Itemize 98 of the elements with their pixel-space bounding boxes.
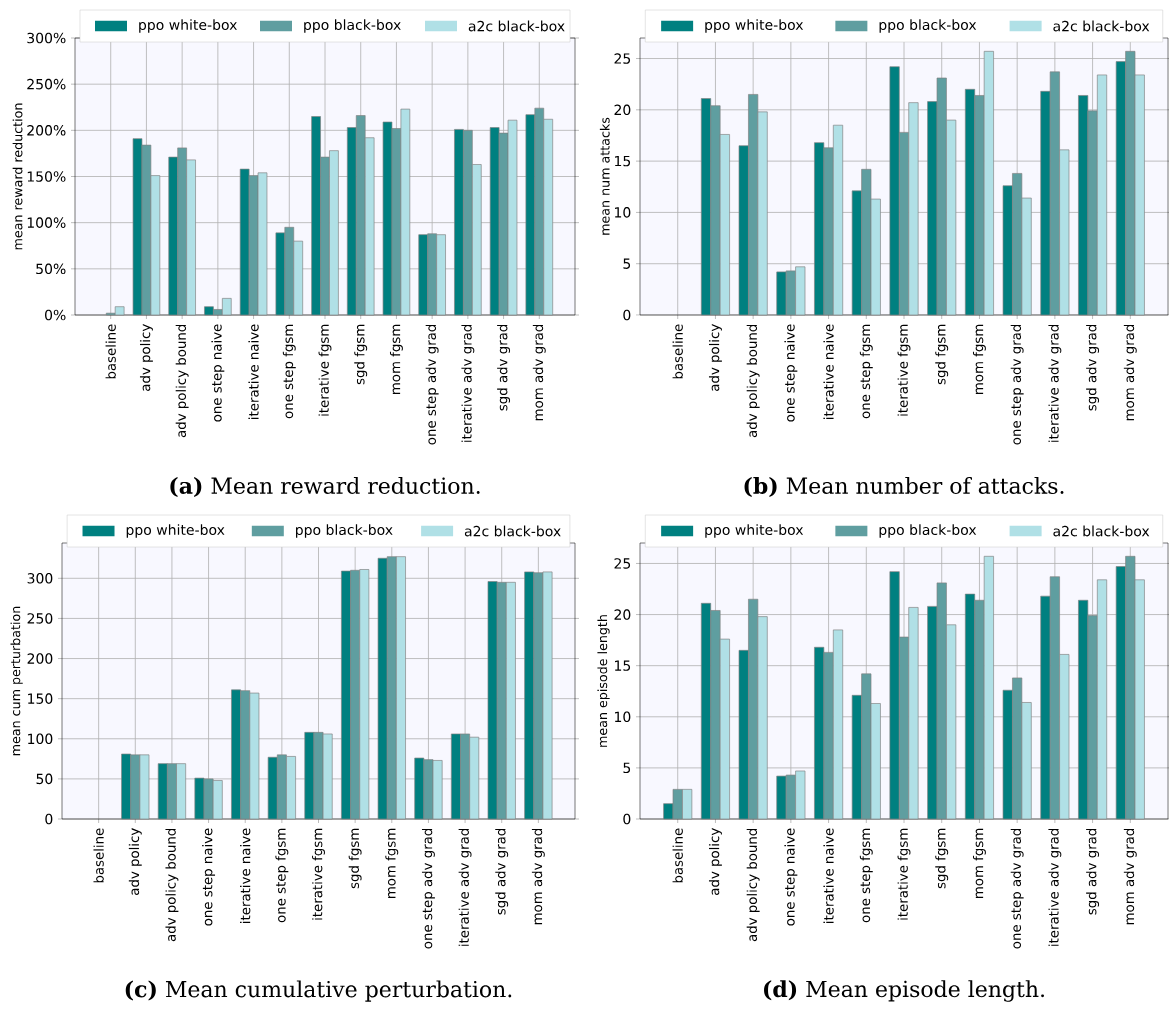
y-tick-label: 0%	[45, 309, 66, 321]
y-axis-title: mean num attacks	[599, 117, 610, 235]
x-tick-label: adv policy	[708, 828, 722, 895]
legend-label: ppo white-box	[139, 19, 237, 33]
x-tick-label: iterative naive	[823, 324, 834, 419]
x-tick-label: mom fgsm	[972, 828, 986, 898]
x-tick-label: mom adv grad	[531, 828, 545, 925]
x-tick-label: iterative fgsm	[318, 324, 332, 416]
x-tick-label: iterative adv grad	[458, 828, 472, 946]
x-tick-label: adv policy	[708, 324, 722, 391]
legend-label: a2c black-box	[468, 20, 565, 32]
y-tick-label: 15	[615, 660, 631, 671]
x-tick-label: sgd fgsm	[935, 324, 949, 385]
y-tick-label: 300%	[27, 32, 66, 44]
y-axis-title: mean reward reduction	[12, 103, 23, 250]
legend-label: ppo white-box	[705, 524, 804, 538]
x-tick-label: sgd fgsm	[935, 828, 949, 889]
y-tick-label: 50	[36, 773, 53, 785]
x-tick-label: one step fgsm	[859, 828, 873, 923]
y-tick-label: 200	[27, 653, 53, 664]
y-tick-label: 250	[27, 613, 53, 624]
y-tick-label: 0	[623, 309, 631, 321]
legend-label: a2c black-box	[464, 525, 561, 537]
x-tick-label: adv policy	[139, 324, 153, 391]
x-tick-label: mom adv grad	[1123, 828, 1137, 925]
x-tick-label: one step naive	[784, 324, 798, 422]
y-tick-label: 10	[615, 711, 631, 723]
legend-label: ppo black-box	[304, 19, 401, 33]
x-tick-label: sgd adv grad	[1086, 828, 1100, 915]
x-tick-label: one step fgsm	[282, 324, 296, 419]
y-tick-label: 150	[28, 693, 53, 704]
y-tick-label: 200%	[27, 125, 66, 136]
x-tick-label: iterative naive	[240, 828, 251, 923]
y-tick-label: 300	[27, 573, 53, 584]
x-tick-label: iterative adv grad	[1048, 324, 1062, 442]
legend-label: ppo black-box	[296, 524, 393, 538]
y-tick-label: 20	[614, 609, 631, 620]
y-tick-label: 100%	[27, 217, 66, 228]
x-tick-label: baseline	[93, 828, 104, 883]
x-tick-label: mom fgsm	[385, 828, 399, 898]
y-tick-label: 150%	[27, 171, 66, 182]
x-tick-label: one step adv grad	[421, 828, 435, 949]
x-tick-label: iterative naive	[248, 324, 259, 419]
y-tick-label: 25	[614, 558, 631, 569]
x-tick-label: iterative adv grad	[1048, 828, 1062, 946]
legend-label: a2c black-box	[1053, 525, 1150, 537]
x-tick-label: sgd adv grad	[495, 828, 509, 915]
y-tick-label: 100	[28, 733, 53, 745]
x-tick-label: iterative fgsm	[897, 324, 911, 416]
x-tick-label: one step fgsm	[275, 828, 289, 923]
x-tick-label: baseline	[105, 324, 116, 379]
y-axis-title: mean episode length	[597, 615, 610, 747]
x-tick-label: sgd adv grad	[497, 324, 511, 411]
x-tick-label: one step naive	[784, 828, 798, 926]
x-tick-label: baseline	[672, 828, 683, 883]
legend-label: ppo black-box	[879, 19, 977, 33]
y-tick-label: 5	[623, 258, 631, 269]
text: (b) Mean number of attacks.	[744, 476, 1064, 498]
y-tick-label: 15	[615, 155, 631, 167]
x-tick-label: one step naive	[211, 324, 225, 422]
y-axis-title: mean cum perturbation	[10, 606, 23, 756]
text: (d) Mean episode length.	[764, 980, 1044, 1002]
y-tick-label: 0	[623, 813, 631, 825]
y-tick-label: 250%	[27, 78, 66, 90]
x-tick-label: mom adv grad	[1123, 324, 1137, 421]
x-tick-label: sgd adv grad	[1086, 324, 1100, 411]
y-tick-label: 50%	[36, 263, 66, 275]
x-tick-label: sgd fgsm	[348, 828, 362, 889]
x-tick-label: adv policy bound	[746, 324, 760, 438]
y-tick-label: 20	[614, 104, 631, 116]
x-tick-label: mom adv grad	[532, 324, 546, 421]
y-tick-label: 5	[623, 762, 631, 774]
legend-label: ppo white-box	[705, 19, 804, 33]
x-tick-label: mom fgsm	[972, 324, 986, 394]
x-tick-label: baseline	[672, 324, 683, 379]
x-tick-label: one step naive	[202, 828, 216, 926]
x-tick-label: adv policy bound	[165, 828, 179, 942]
text: (a) Mean reward reduction.	[170, 476, 480, 498]
x-tick-label: mom fgsm	[389, 324, 403, 394]
x-tick-label: iterative adv grad	[461, 324, 475, 442]
legend-label: ppo white-box	[126, 524, 225, 538]
legend-label: a2c black-box	[1053, 20, 1150, 32]
y-tick-label: 25	[614, 53, 631, 64]
x-tick-label: one step fgsm	[859, 324, 873, 419]
x-tick-label: adv policy bound	[175, 324, 189, 438]
x-tick-label: iterative fgsm	[312, 828, 325, 920]
x-tick-label: iterative naive	[823, 828, 834, 923]
x-tick-label: sgd fgsm	[354, 324, 368, 385]
y-tick-label: 10	[615, 207, 631, 218]
x-tick-label: one step adv grad	[425, 324, 439, 445]
y-tick-label: 0	[45, 813, 53, 825]
x-tick-label: adv policy	[128, 828, 142, 895]
x-tick-label: adv policy bound	[746, 828, 760, 942]
x-tick-label: iterative fgsm	[897, 828, 911, 920]
text: (c) Mean cumulative perturbation.	[125, 980, 512, 1002]
legend-label: ppo black-box	[879, 524, 977, 538]
x-tick-label: one step adv grad	[1010, 324, 1024, 445]
x-tick-label: one step adv grad	[1010, 828, 1024, 949]
